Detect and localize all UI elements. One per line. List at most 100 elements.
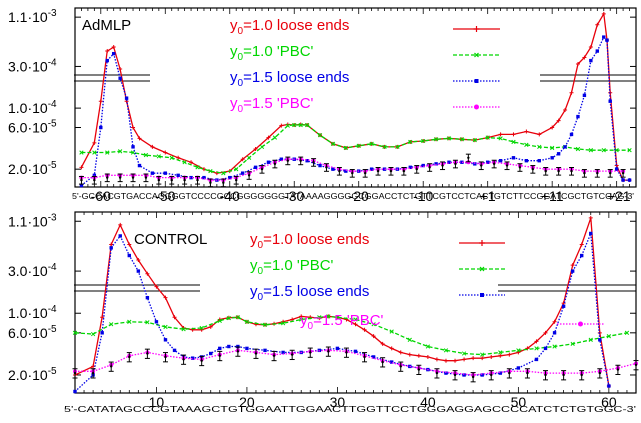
data-point xyxy=(217,318,222,323)
data-point xyxy=(460,160,464,164)
legend-marker xyxy=(480,293,484,297)
data-point xyxy=(285,123,290,128)
legend-marker xyxy=(578,321,583,327)
data-point xyxy=(236,344,240,349)
data-point xyxy=(117,149,123,154)
data-point xyxy=(381,360,384,364)
data-point xyxy=(150,171,155,175)
legend-marker xyxy=(474,79,479,83)
data-point xyxy=(524,159,529,163)
data-point xyxy=(299,314,304,319)
data-point xyxy=(73,371,77,375)
legend-entry: y0=1.0 'PBC' xyxy=(230,43,314,63)
data-point xyxy=(111,51,116,56)
y-tick-label: 1.1·10-3 xyxy=(8,8,57,25)
data-point xyxy=(226,315,231,321)
data-point xyxy=(280,321,286,326)
data-point xyxy=(389,329,394,334)
data-point xyxy=(595,22,600,27)
data-point xyxy=(454,162,457,166)
data-point xyxy=(443,348,449,353)
data-point xyxy=(606,334,612,339)
data-point xyxy=(299,317,304,322)
legend-entry: y0=1.5 'PBC' xyxy=(230,95,314,115)
x-tick-label: +21 xyxy=(607,188,631,204)
data-point xyxy=(253,165,258,170)
data-point xyxy=(543,330,548,335)
data-point xyxy=(589,231,593,236)
data-point xyxy=(498,350,503,355)
data-point xyxy=(498,136,503,141)
data-point xyxy=(262,322,268,327)
data-point xyxy=(118,176,122,179)
data-point xyxy=(601,11,606,16)
data-point xyxy=(199,325,204,331)
data-point xyxy=(534,339,539,344)
data-point xyxy=(580,253,584,258)
x-tick-label: -40 xyxy=(220,188,240,204)
data-point xyxy=(72,330,78,335)
x-tick-label: 60 xyxy=(601,394,617,410)
data-point xyxy=(441,164,444,167)
data-point xyxy=(196,178,199,182)
legend-entry: y0=1.5 'PBC' xyxy=(300,312,384,332)
x-tick-label: -10 xyxy=(413,188,433,204)
data-point xyxy=(518,166,522,169)
data-point xyxy=(579,242,584,247)
data-point xyxy=(356,143,361,148)
legend-entry: y0=1.0 loose ends xyxy=(230,17,349,37)
data-point xyxy=(272,354,276,357)
data-point xyxy=(408,165,413,170)
data-point xyxy=(100,315,105,320)
data-point xyxy=(508,371,511,375)
data-point xyxy=(402,169,406,173)
data-point xyxy=(369,167,374,171)
data-point xyxy=(557,169,560,173)
series-4 xyxy=(78,153,626,188)
data-point xyxy=(511,132,516,137)
data-point xyxy=(209,351,213,356)
data-point xyxy=(154,320,159,324)
data-point xyxy=(145,271,150,276)
data-point xyxy=(259,144,265,150)
series-line xyxy=(75,349,637,376)
data-point xyxy=(362,327,367,332)
data-point xyxy=(389,346,394,351)
legend-marker xyxy=(479,266,485,272)
data-point xyxy=(428,166,431,169)
data-point xyxy=(598,338,602,342)
y-tick-label: 2.0·10-5 xyxy=(8,366,57,383)
data-point xyxy=(421,163,425,168)
data-point xyxy=(80,178,83,182)
data-point xyxy=(425,344,431,349)
data-point xyxy=(447,160,451,164)
data-point xyxy=(118,222,123,227)
data-point xyxy=(582,93,587,98)
y-tick-label: 6.0·10-5 xyxy=(8,118,57,135)
data-point xyxy=(614,148,619,153)
data-point xyxy=(143,152,149,158)
data-point xyxy=(335,346,340,351)
legend-marker xyxy=(473,26,480,32)
data-point xyxy=(202,175,206,180)
data-point xyxy=(109,322,114,327)
y-tick-label: 1.1·10-3 xyxy=(8,212,57,229)
data-point xyxy=(344,169,348,173)
data-point xyxy=(556,152,561,156)
x-tick-label: +11 xyxy=(541,188,564,204)
data-point xyxy=(351,171,354,175)
data-point xyxy=(163,338,168,342)
data-point xyxy=(601,148,606,153)
data-point xyxy=(634,363,638,367)
data-point xyxy=(73,389,77,394)
data-point xyxy=(575,61,580,66)
data-point xyxy=(576,114,580,119)
data-point xyxy=(172,348,177,353)
data-point xyxy=(446,136,452,141)
data-point xyxy=(254,352,258,355)
legend-marker xyxy=(474,104,479,110)
data-point xyxy=(380,341,385,346)
data-point xyxy=(144,176,148,179)
series-2 xyxy=(79,35,632,188)
data-point xyxy=(624,330,630,335)
